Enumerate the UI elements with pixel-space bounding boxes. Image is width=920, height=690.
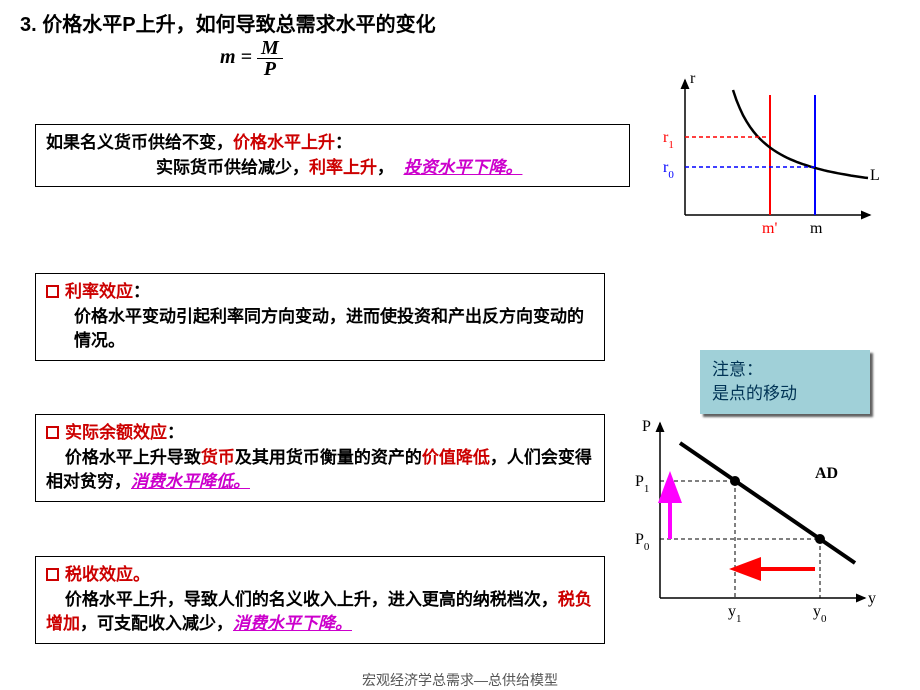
- chart-money-market: r Lr0 r1 m' m: [655, 70, 885, 245]
- svg-text:y0: y0: [813, 603, 827, 625]
- box3-colon: ：: [167, 423, 184, 442]
- bullet-icon: [46, 426, 59, 439]
- bullet-icon: [46, 568, 59, 581]
- box1-l2-red: 利率上升: [309, 158, 377, 177]
- svg-text:L: L: [870, 167, 880, 184]
- box4-body: 价格水平上升，导致人们的名义收入上升，进入更高的纳税档次，税负增加，可支配收入减…: [46, 588, 594, 637]
- svg-text:m: m: [810, 220, 823, 237]
- formula-den: P: [257, 59, 283, 79]
- svg-text:r0: r0: [663, 159, 674, 181]
- box-4: 税收效应。 价格水平上升，导致人们的名义收入上升，进入更高的纳税档次，税负增加，…: [35, 556, 605, 644]
- b4d: 消费水平下降。: [233, 614, 352, 633]
- bullet-icon: [46, 285, 59, 298]
- svg-text:m': m': [762, 220, 777, 237]
- b3d: 价值降低: [422, 448, 490, 467]
- b3c: 及其用货币衡量的资产的: [235, 448, 422, 467]
- box3-heading-row: 实际余额效应：: [46, 421, 594, 446]
- svg-text:r1: r1: [663, 129, 674, 151]
- svg-text:P1: P1: [635, 473, 649, 495]
- chart-ad: Py AD P0 P1 y0 y1: [620, 408, 880, 633]
- box1-l1-red: 价格水平上升: [233, 133, 335, 152]
- b4c: ，可支配收入减少，: [80, 614, 233, 633]
- box2-heading-row: 利率效应：: [46, 280, 594, 305]
- svg-text:y1: y1: [728, 603, 742, 625]
- svg-text:P: P: [642, 418, 651, 435]
- svg-text:AD: AD: [815, 465, 838, 482]
- box2-body: 价格水平变动引起利率同方向变动，进而使投资和产出反方向变动的情况。: [46, 305, 594, 354]
- b4a: 价格水平上升，导致人们的名义收入上升，进入更高的纳税档次，: [65, 590, 558, 609]
- formula-lhs: m: [220, 46, 236, 68]
- formula-fraction: M P: [257, 38, 283, 79]
- formula: m = M P: [220, 38, 283, 79]
- box1-l1-black: 如果名义货币供给不变，: [46, 133, 233, 152]
- b3b: 货币: [201, 448, 235, 467]
- box4-heading: 税收效应。: [65, 565, 150, 584]
- box-3: 实际余额效应： 价格水平上升导致货币及其用货币衡量的资产的价值降低，人们会变得相…: [35, 414, 605, 502]
- b3a: 价格水平上升导致: [65, 448, 201, 467]
- footer: 宏观经济学总需求—总供给模型: [0, 670, 920, 690]
- box2-heading: 利率效应: [65, 282, 133, 301]
- page-title: 3. 价格水平P上升，如何导致总需求水平的变化: [20, 8, 436, 37]
- box1-l2-black: 实际货币供给减少，: [156, 158, 309, 177]
- box1-l2-comma: ，: [377, 158, 394, 177]
- box3-heading: 实际余额效应: [65, 423, 167, 442]
- box1-line1: 如果名义货币供给不变，价格水平上升：: [46, 131, 619, 156]
- box1-l1-tail: ：: [335, 133, 352, 152]
- svg-text:y: y: [868, 590, 876, 607]
- note-line1: 注意：: [712, 358, 858, 382]
- box-2: 利率效应： 价格水平变动引起利率同方向变动，进而使投资和产出反方向变动的情况。: [35, 273, 605, 361]
- box-1: 如果名义货币供给不变，价格水平上升： 实际货币供给减少，利率上升， 投资水平下降…: [35, 124, 630, 187]
- note-line2: 是点的移动: [712, 382, 858, 406]
- svg-text:P0: P0: [635, 531, 650, 553]
- box1-line2: 实际货币供给减少，利率上升， 投资水平下降。: [46, 156, 619, 181]
- box4-heading-row: 税收效应。: [46, 563, 594, 588]
- box1-l2-magenta: 投资水平下降。: [403, 158, 522, 177]
- svg-text:r: r: [690, 70, 696, 87]
- formula-eq: =: [241, 46, 252, 68]
- b3f: 消费水平降低。: [131, 472, 250, 491]
- formula-num: M: [257, 38, 283, 59]
- note-box: 注意： 是点的移动: [700, 350, 870, 414]
- box3-body: 价格水平上升导致货币及其用货币衡量的资产的价值降低，人们会变得相对贫穷，消费水平…: [46, 446, 594, 495]
- box2-colon: ：: [133, 282, 150, 301]
